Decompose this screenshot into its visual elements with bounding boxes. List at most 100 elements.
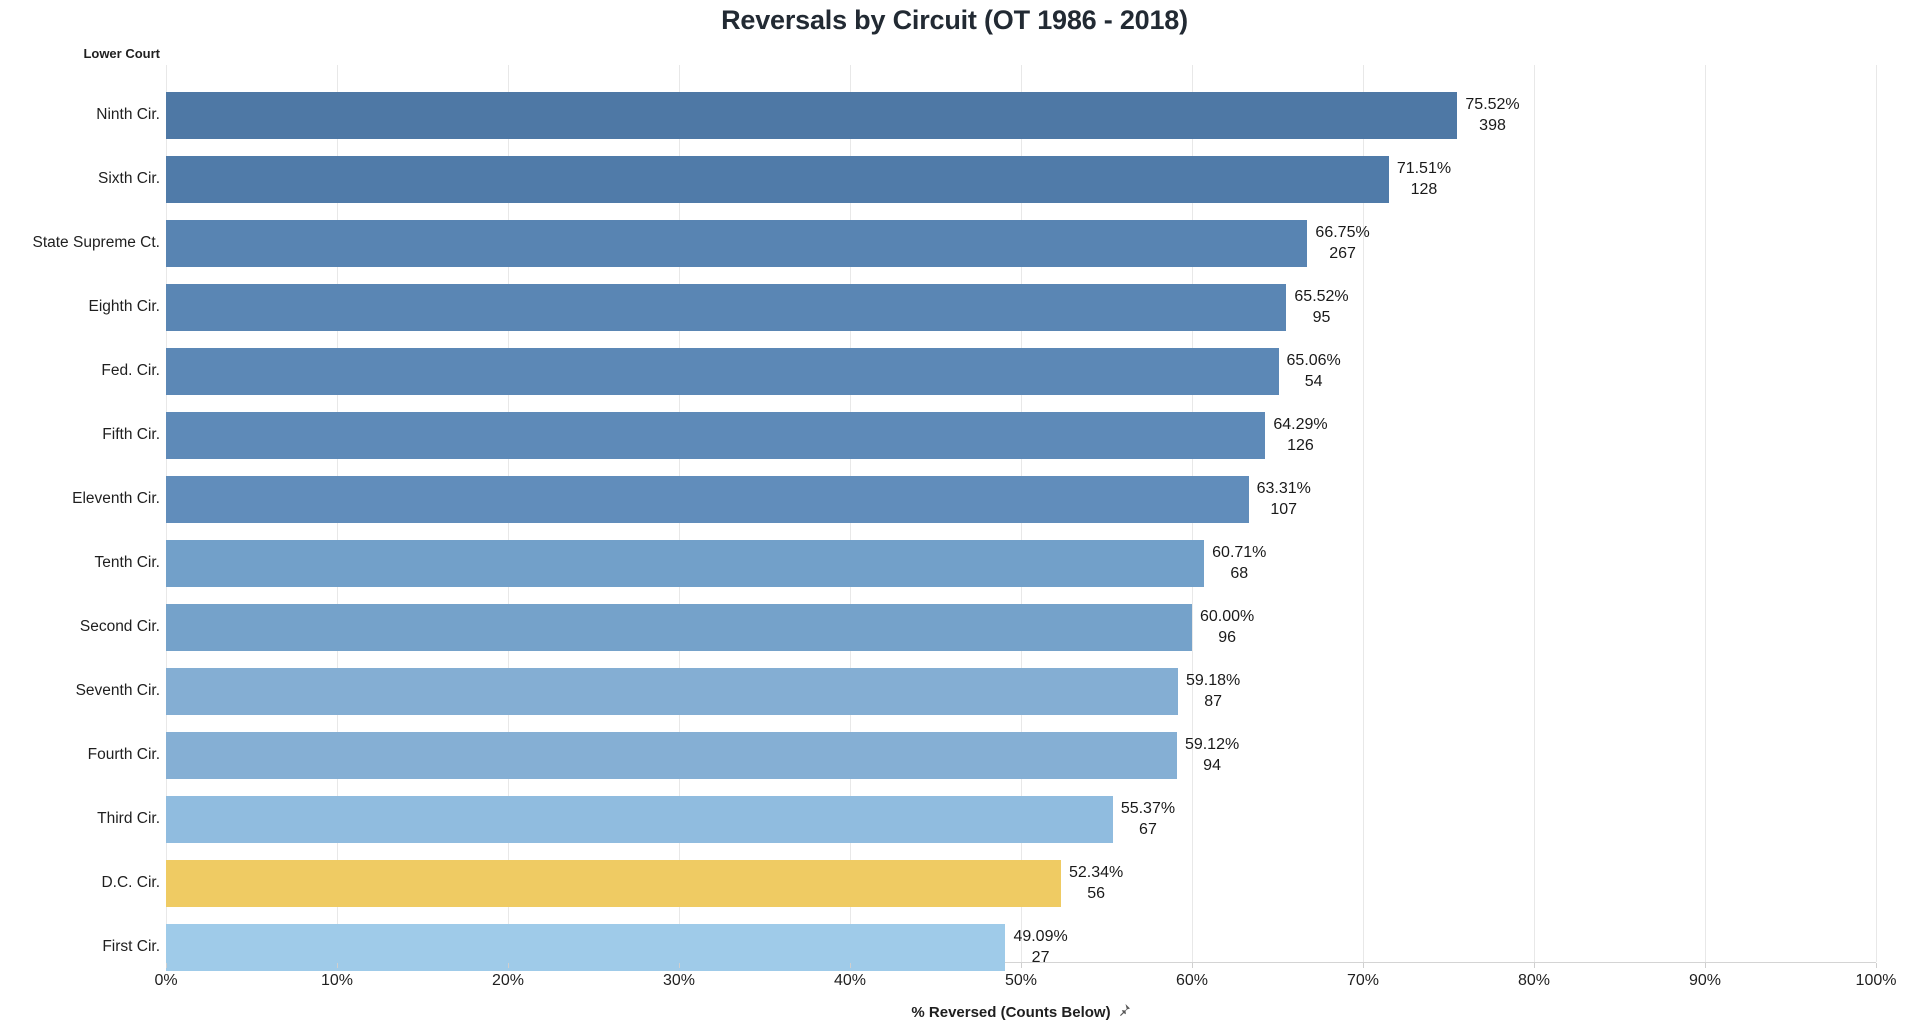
bar-count-label: 68: [1230, 565, 1249, 582]
bar-row: 64.29% 126: [166, 403, 1876, 467]
category-label: Seventh Cir.: [75, 682, 160, 699]
bar-pct-label: 49.09%: [1013, 928, 1068, 945]
bar-count-label: 67: [1139, 821, 1157, 838]
bar-row: 55.37% 67: [166, 787, 1876, 851]
bar-row: 49.09% 27: [166, 915, 1876, 979]
gridline: [1876, 65, 1877, 962]
category-label: Eleventh Cir.: [72, 490, 160, 507]
bar-row: 65.06% 54: [166, 339, 1876, 403]
bar-value-label: 65.06% 54: [1287, 350, 1341, 392]
gridline: [1363, 65, 1364, 962]
gridline: [1534, 65, 1535, 962]
row-header-lower-court: Lower Court: [83, 46, 160, 61]
tick-label: 100%: [1855, 972, 1897, 989]
bar[interactable]: [166, 475, 1249, 523]
tick-mark: [508, 963, 509, 968]
x-axis-caption: % Reversed (Counts Below): [166, 1003, 1876, 1022]
bar-count-label: 128: [1410, 181, 1438, 198]
tick-mark: [1363, 963, 1364, 968]
bar-row: 75.52% 398: [166, 83, 1876, 147]
bar-row: 66.75% 267: [166, 211, 1876, 275]
category-label: Fourth Cir.: [87, 746, 160, 763]
tick-mark: [850, 963, 851, 968]
category-label: Tenth Cir.: [94, 554, 160, 571]
bar-count-label: 126: [1287, 437, 1314, 454]
bar-pct-label: 55.37%: [1120, 800, 1176, 817]
tick-label: 40%: [833, 972, 867, 989]
bar-value-label: 71.51% 128: [1397, 158, 1451, 200]
bar-row: 71.51% 128: [166, 147, 1876, 211]
tick-mark: [1534, 963, 1535, 968]
category-label: Second Cir.: [79, 618, 160, 635]
bar-row: 63.31% 107: [166, 467, 1876, 531]
bar[interactable]: [166, 91, 1458, 139]
bar[interactable]: [166, 347, 1279, 395]
tick-mark: [1021, 963, 1022, 968]
bar-value-label: 60.71% 68: [1212, 542, 1266, 584]
pushpin-icon[interactable]: [1116, 1003, 1131, 1022]
tick-mark: [1705, 963, 1706, 968]
bar-value-label: 55.37% 67: [1121, 798, 1175, 840]
bar-pct-label: 59.18%: [1185, 672, 1241, 689]
bar-value-label: 64.29% 126: [1273, 414, 1327, 456]
tick-label: 60%: [1175, 972, 1209, 989]
bar-row: 60.71% 68: [166, 531, 1876, 595]
tick-label: 0%: [154, 972, 178, 989]
bar-pct-label: 60.00%: [1200, 608, 1255, 625]
bar[interactable]: [166, 411, 1266, 459]
bar-pct-label: 60.71%: [1212, 544, 1267, 561]
chart-title: Reversals by Circuit (OT 1986 - 2018): [721, 5, 1188, 35]
tick-mark: [1192, 963, 1193, 968]
tick-label: 90%: [1688, 972, 1722, 989]
bar[interactable]: [166, 667, 1178, 715]
bar[interactable]: [166, 795, 1113, 843]
gridline: [1705, 65, 1706, 962]
bar-value-label: 75.52% 398: [1465, 94, 1519, 136]
tick-label: 10%: [320, 972, 354, 989]
bar[interactable]: [166, 859, 1061, 907]
bar[interactable]: [166, 283, 1287, 331]
category-label: Third Cir.: [97, 810, 160, 827]
bar-value-label: 59.12% 94: [1185, 734, 1239, 776]
category-label: Ninth Cir.: [96, 106, 160, 123]
bar-pct-label: 63.31%: [1256, 480, 1311, 497]
bar-pct-label: 65.52%: [1294, 288, 1349, 305]
bar-count-label: 96: [1218, 629, 1237, 646]
bar-pct-label: 64.29%: [1273, 416, 1328, 433]
bar-value-label: 66.75% 267: [1315, 222, 1369, 264]
tick-mark: [337, 963, 338, 968]
bar[interactable]: [166, 219, 1308, 267]
bar[interactable]: [166, 603, 1192, 651]
bar[interactable]: [166, 539, 1205, 587]
bar-value-label: 49.09% 27: [1013, 926, 1067, 968]
tick-mark: [1876, 963, 1877, 968]
bar-pct-label: 52.34%: [1069, 864, 1124, 881]
category-label: Eighth Cir.: [88, 298, 160, 315]
bar-count-label: 87: [1204, 693, 1222, 710]
bar[interactable]: [166, 923, 1006, 971]
x-axis-caption-text: % Reversed (Counts Below): [911, 1004, 1111, 1021]
bar-pct-label: 65.06%: [1286, 352, 1341, 369]
category-label: Sixth Cir.: [97, 170, 160, 187]
bar-count-label: 398: [1479, 117, 1506, 134]
bar[interactable]: [166, 731, 1177, 779]
axis-ticklabels: 0% 10% 20% 30% 40% 50% 60% 70% 80% 90% 100%: [154, 972, 1896, 994]
bar-row: 60.00% 96: [166, 595, 1876, 659]
category-label: First Cir.: [102, 938, 160, 955]
bar-row: 59.12% 94: [166, 723, 1876, 787]
bar[interactable]: [166, 155, 1389, 203]
bar-count-label: 267: [1329, 245, 1356, 262]
bar-count-label: 27: [1031, 949, 1050, 966]
tick-label: 80%: [1517, 972, 1551, 989]
tick-mark: [166, 963, 167, 968]
tick-label: 70%: [1346, 972, 1380, 989]
tick-label: 50%: [1004, 972, 1038, 989]
bar-pct-label: 71.51%: [1396, 160, 1452, 177]
category-label: Fifth Cir.: [102, 426, 160, 443]
plot-area: 75.52% 398 71.51% 128 66.75% 267 65.52% 95 65.06…: [166, 65, 1877, 971]
bar-value-label: 59.18% 87: [1186, 670, 1240, 712]
bar-count-label: 94: [1203, 757, 1221, 774]
bar-count-label: 56: [1087, 885, 1106, 902]
axis-tickmarks: [166, 963, 1877, 969]
